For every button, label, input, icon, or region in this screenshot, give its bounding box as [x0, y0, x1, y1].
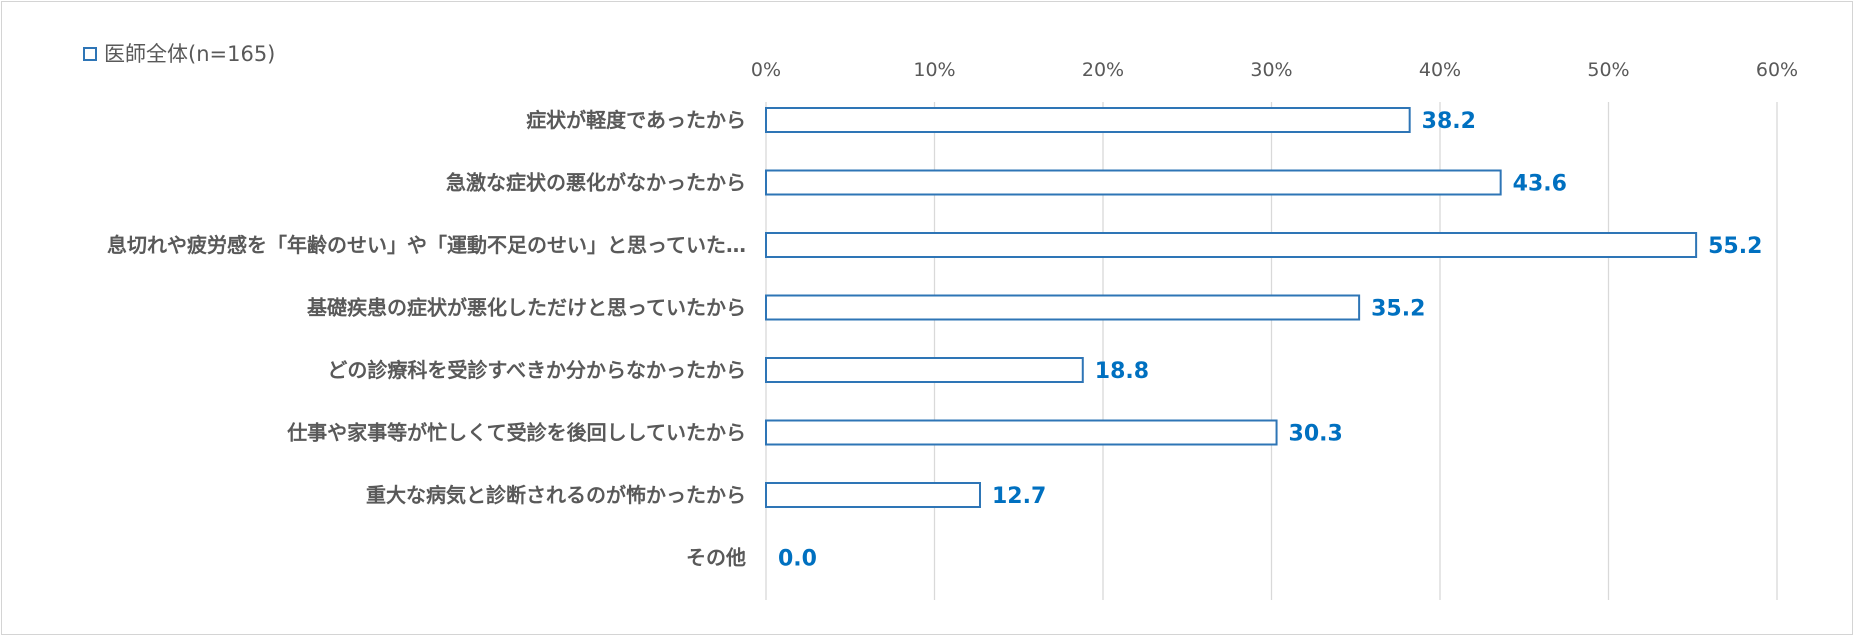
- x-tick-label: 30%: [1250, 59, 1292, 81]
- data-label: 43.6: [1513, 172, 1567, 197]
- legend-label: 医師全体(n=165): [104, 42, 275, 66]
- category-labels: 症状が軽度であったから急激な症状の悪化がなかったから息切れや疲労感を「年齢のせい…: [107, 108, 746, 570]
- x-tick-label: 10%: [913, 59, 955, 81]
- bar: [765, 482, 981, 508]
- category-label: 重大な病気と診断されるのが怖かったから: [366, 483, 746, 507]
- category-label: 基礎疾患の症状が悪化しただけと思っていたから: [307, 296, 746, 320]
- data-label: 12.7: [992, 484, 1046, 509]
- legend-swatch: [83, 47, 97, 61]
- data-label: 55.2: [1708, 234, 1762, 259]
- category-label: その他: [686, 546, 746, 570]
- legend: 医師全体(n=165): [83, 42, 275, 66]
- data-label: 35.2: [1371, 297, 1425, 322]
- x-tick-label: 0%: [751, 59, 781, 81]
- data-label: 0.0: [778, 547, 817, 572]
- category-label: 症状が軽度であったから: [526, 108, 746, 132]
- bar: [765, 357, 1084, 383]
- bar: [765, 419, 1278, 446]
- bar: [765, 232, 1698, 258]
- x-tick-label: 50%: [1587, 59, 1629, 81]
- category-label: どの診療科を受診すべきか分からなかったから: [327, 358, 746, 382]
- category-label: 急激な症状の悪化がなかったから: [446, 171, 746, 195]
- bar: [765, 107, 1411, 133]
- x-axis-tick-labels: 0% 10% 20% 30% 40% 50% 60%: [751, 59, 1798, 81]
- category-label: 息切れや疲労感を「年齢のせい」や「運動不足のせい」と思っていた…: [107, 233, 746, 257]
- category-label: 仕事や家事等が忙しくて受診を後回ししていたから: [286, 421, 746, 445]
- data-label: 38.2: [1422, 109, 1476, 134]
- x-tick-label: 20%: [1082, 59, 1124, 81]
- x-tick-label: 60%: [1756, 59, 1798, 81]
- x-tick-label: 40%: [1419, 59, 1461, 81]
- bars: [765, 107, 1698, 508]
- data-label: 18.8: [1095, 359, 1149, 384]
- bar: [765, 294, 1361, 321]
- data-label: 30.3: [1289, 422, 1343, 447]
- value-labels: 38.2 43.6 55.2 35.2 18.8 30.3 12.7 0.0: [778, 109, 1762, 572]
- bar: [765, 169, 1502, 196]
